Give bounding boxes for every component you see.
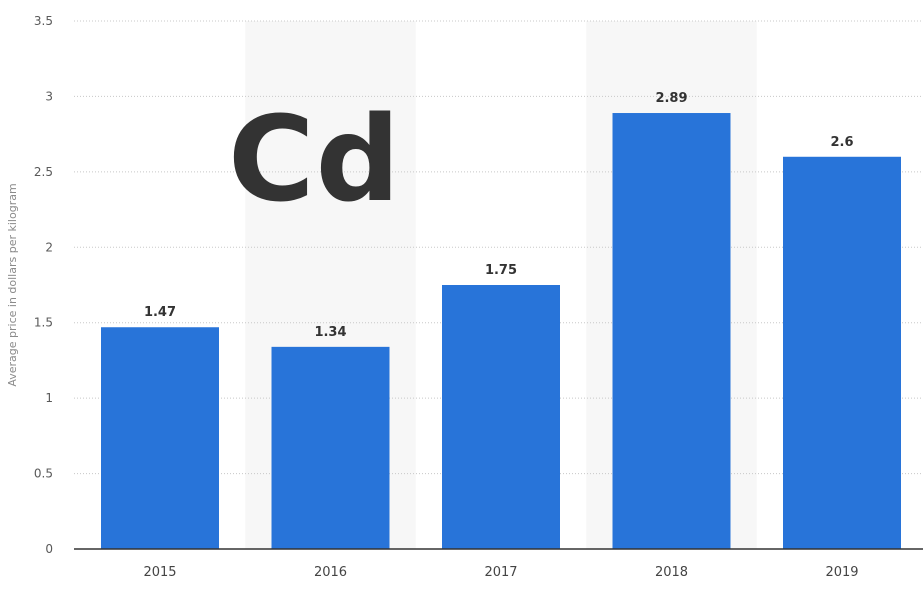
y-tick-label: 3 <box>45 89 53 103</box>
data-label: 2.89 <box>655 91 687 106</box>
y-tick-label: 0.5 <box>34 467 53 481</box>
x-tick-label: 2017 <box>484 565 517 580</box>
cadmium-symbol-overlay: Cd <box>228 90 402 228</box>
y-tick-label: 0 <box>45 542 53 556</box>
data-labels: 1.47 1.34 1.75 2.89 2.6 <box>144 91 854 340</box>
y-tick-label: 2.5 <box>34 165 53 179</box>
bar-2019 <box>783 156 901 549</box>
y-tick-label: 1.5 <box>34 316 53 330</box>
x-axis-ticks: 2015 2016 2017 2018 2019 <box>143 565 858 580</box>
data-label: 1.34 <box>314 325 346 340</box>
bar-2018 <box>612 113 731 549</box>
y-axis-ticks: 0 0.5 1 1.5 2 2.5 3 3.5 <box>34 14 53 556</box>
data-label: 2.6 <box>830 135 853 150</box>
y-axis-label: Average price in dollars per kilogram <box>6 183 19 386</box>
y-tick-label: 3.5 <box>34 14 53 28</box>
bars <box>101 113 901 549</box>
bar-2017 <box>442 285 560 549</box>
x-tick-label: 2018 <box>655 565 688 580</box>
y-tick-label: 2 <box>45 240 53 254</box>
bar-2016 <box>271 346 390 549</box>
data-label: 1.75 <box>485 263 517 278</box>
x-tick-label: 2019 <box>825 565 858 580</box>
data-label: 1.47 <box>144 305 176 320</box>
y-tick-label: 1 <box>45 391 53 405</box>
x-tick-label: 2015 <box>143 565 176 580</box>
bar-2015 <box>101 327 219 549</box>
x-tick-label: 2016 <box>314 565 347 580</box>
